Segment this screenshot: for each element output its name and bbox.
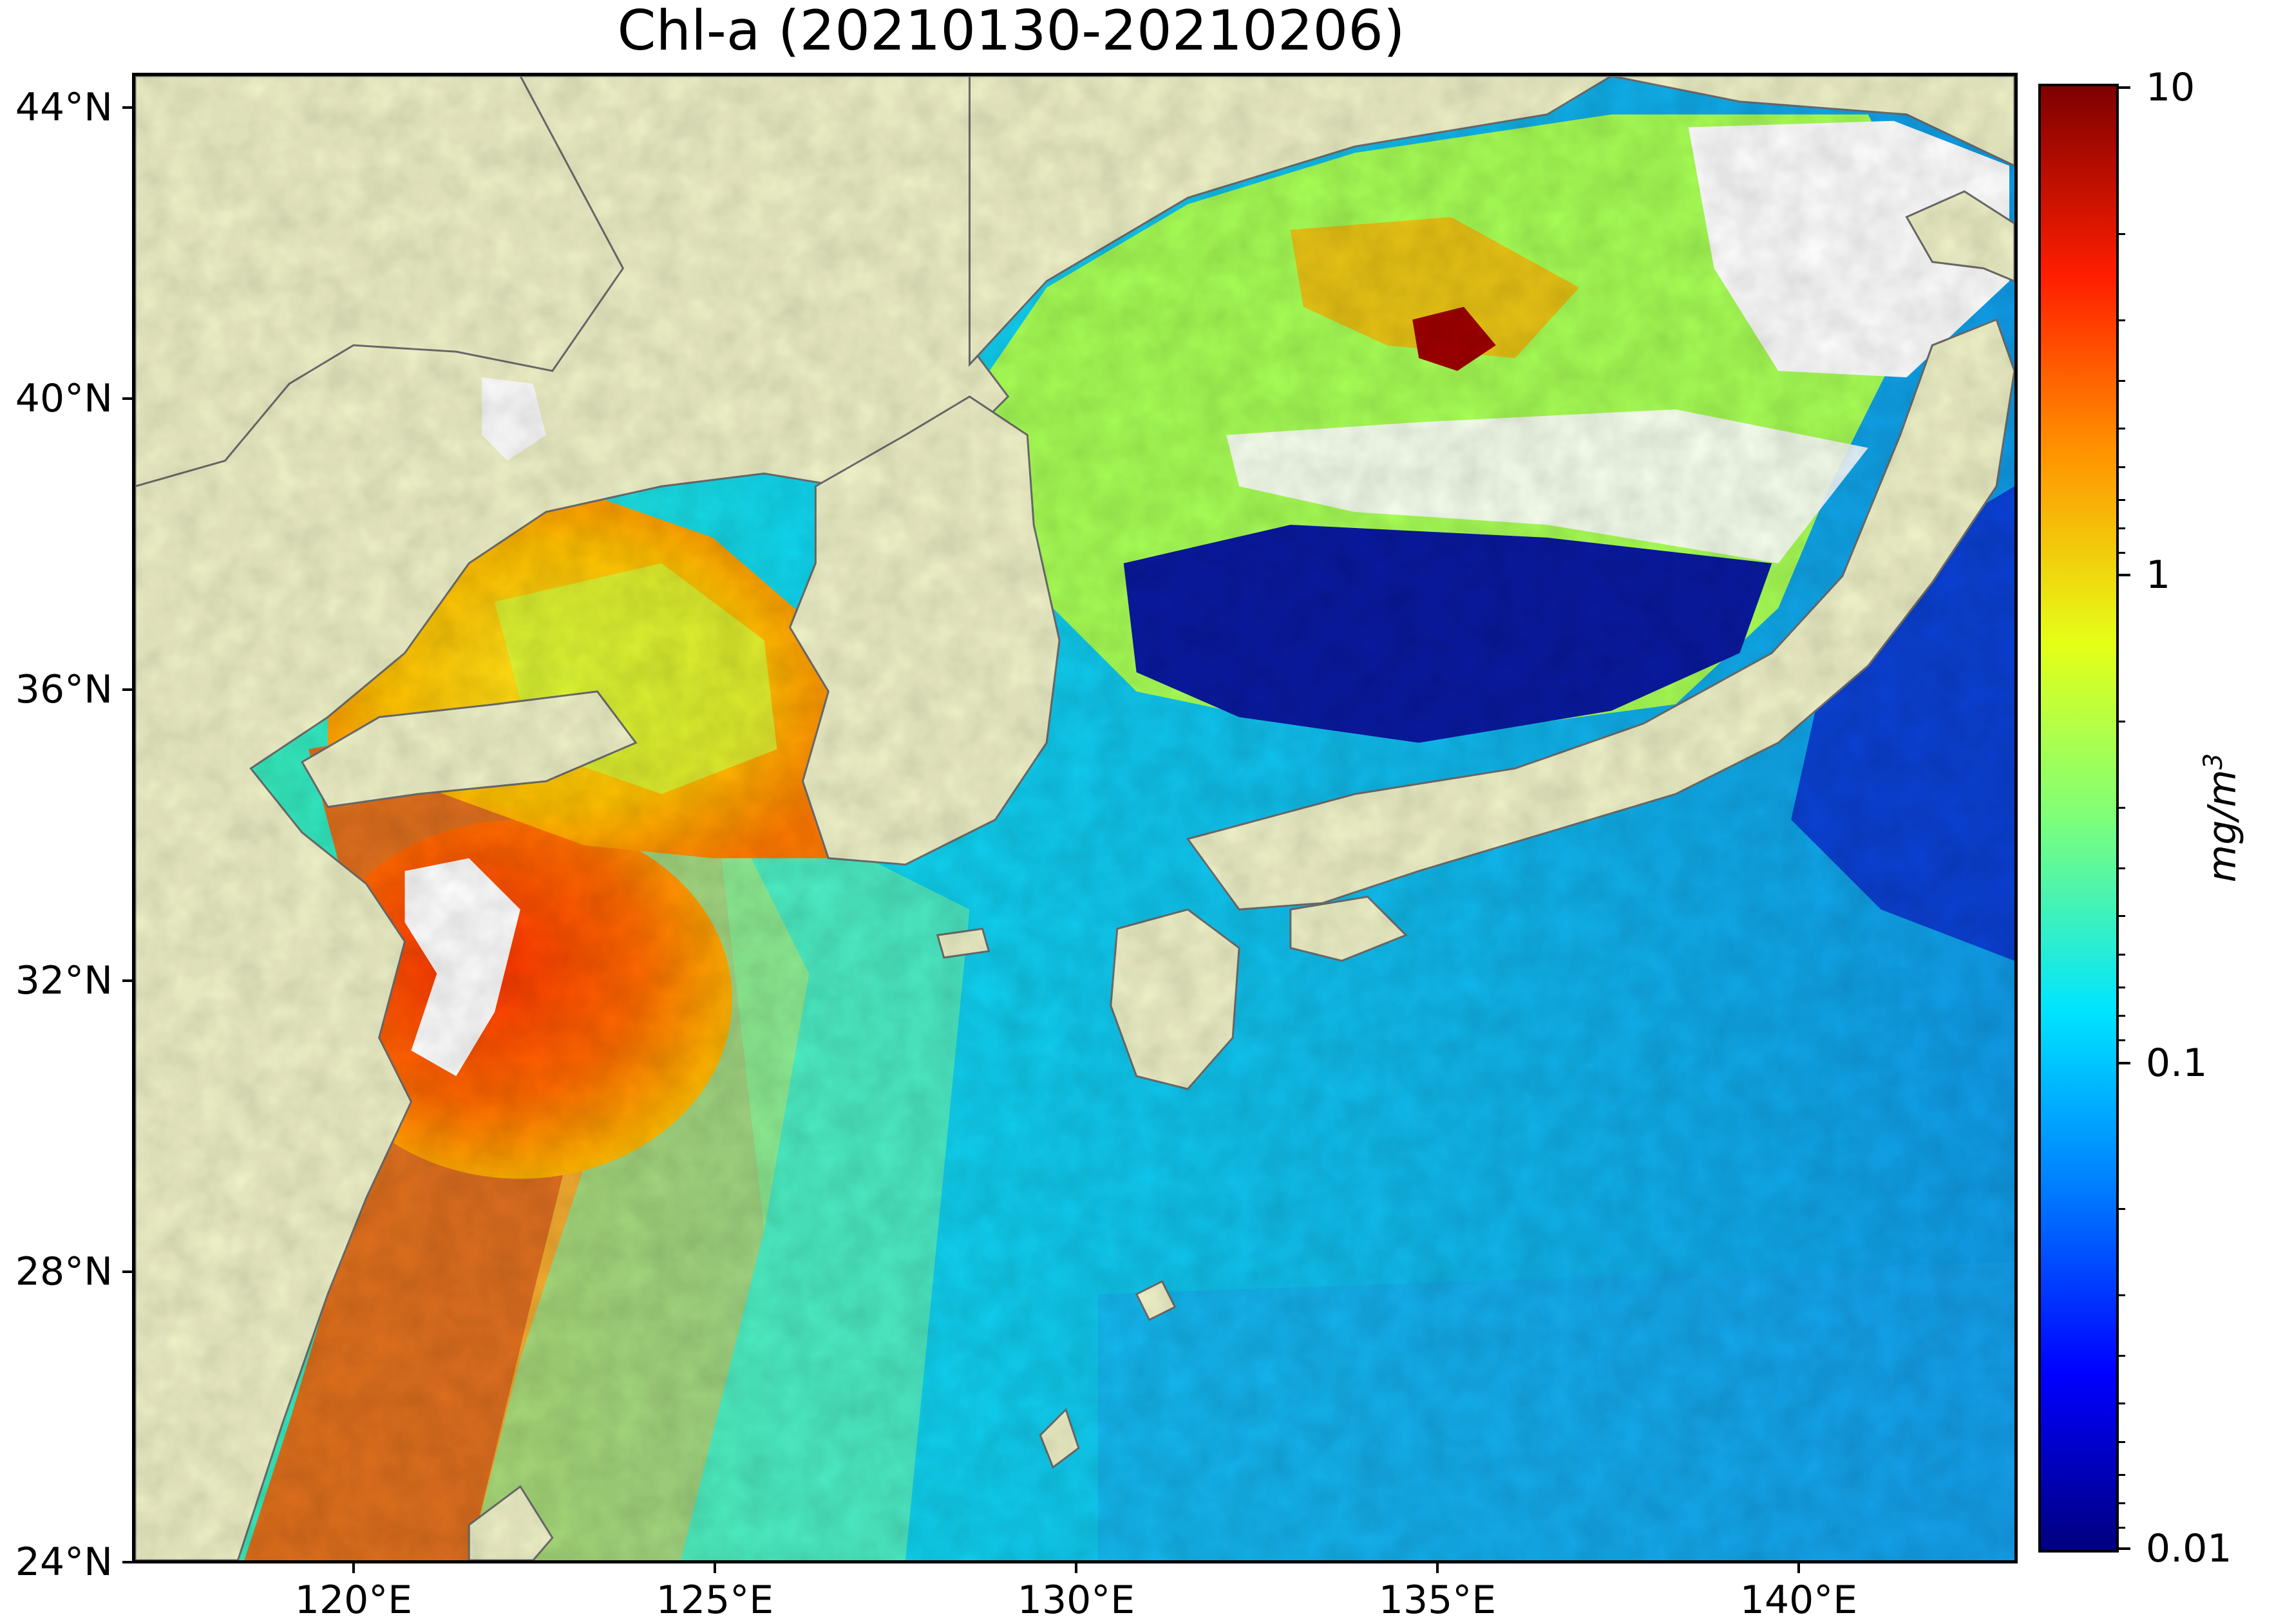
lat-tick-mark xyxy=(122,1270,132,1273)
lat-tick-label: 32°N xyxy=(15,958,113,1003)
lat-tick-label: 44°N xyxy=(15,85,113,130)
colorbar-tick-label: 10 xyxy=(2146,65,2195,110)
lat-tick-label: 24°N xyxy=(15,1540,113,1585)
lon-tick-label: 120°E xyxy=(294,1578,413,1623)
lon-tick-label: 140°E xyxy=(1739,1578,1858,1623)
colorbar-minor-tick xyxy=(2119,319,2125,321)
colorbar-minor-tick xyxy=(2119,1015,2125,1017)
colorbar xyxy=(2038,84,2119,1553)
lon-tick-mark xyxy=(1797,1563,1800,1573)
colorbar-minor-tick xyxy=(2119,552,2125,554)
lon-tick-mark xyxy=(1436,1563,1439,1573)
lon-tick-label: 130°E xyxy=(1017,1578,1135,1623)
colorbar-minor-tick xyxy=(2119,428,2125,430)
colorbar-major-tick xyxy=(2119,1062,2130,1064)
lon-tick-label: 135°E xyxy=(1378,1578,1497,1623)
lat-tick-mark xyxy=(122,1561,132,1563)
colorbar-minor-tick xyxy=(2119,1441,2125,1443)
colorbar-tick-label: 0.1 xyxy=(2146,1041,2208,1086)
lat-tick-label: 40°N xyxy=(15,376,113,421)
lon-tick-mark xyxy=(714,1563,716,1573)
colorbar-minor-tick xyxy=(2119,380,2125,382)
colorbar-major-tick xyxy=(2119,1547,2130,1550)
colorbar-minor-tick xyxy=(2119,1208,2125,1210)
colorbar-minor-tick xyxy=(2119,721,2125,722)
lat-tick-mark xyxy=(122,106,132,109)
colorbar-minor-tick xyxy=(2119,527,2125,529)
colorbar-minor-tick xyxy=(2119,1502,2125,1504)
colorbar-minor-tick xyxy=(2119,1527,2125,1529)
colorbar-minor-tick xyxy=(2119,1294,2125,1296)
lon-tick-label: 125°E xyxy=(656,1578,774,1623)
colorbar-minor-tick xyxy=(2119,1474,2125,1476)
lat-tick-mark xyxy=(122,979,132,982)
chlorophyll-map[interactable] xyxy=(132,73,2018,1563)
colorbar-minor-tick xyxy=(2119,915,2125,917)
lat-tick-mark xyxy=(122,397,132,400)
colorbar-minor-tick xyxy=(2119,1039,2125,1041)
colorbar-unit-label: mg/m3 xyxy=(2199,753,2245,883)
lon-tick-mark xyxy=(1075,1563,1077,1573)
colorbar-minor-tick xyxy=(2119,954,2125,956)
texture-overlay xyxy=(135,76,2014,1560)
unit-base: mg/m xyxy=(2200,770,2245,883)
colorbar-major-tick xyxy=(2119,574,2130,576)
colorbar-minor-tick xyxy=(2119,499,2125,501)
lat-tick-label: 28°N xyxy=(15,1249,113,1294)
colorbar-tick-label: 1 xyxy=(2146,552,2171,598)
map-title: Chl-a (20210130-20210206) xyxy=(617,0,1405,63)
colorbar-minor-tick xyxy=(2119,1355,2125,1357)
colorbar-minor-tick xyxy=(2119,867,2125,869)
colorbar-minor-tick xyxy=(2119,1402,2125,1404)
lat-tick-label: 36°N xyxy=(15,667,113,712)
colorbar-minor-tick xyxy=(2119,466,2125,468)
colorbar-minor-tick xyxy=(2119,807,2125,809)
map-canvas xyxy=(135,76,2014,1560)
colorbar-minor-tick xyxy=(2119,233,2125,235)
colorbar-tick-label: 0.01 xyxy=(2146,1526,2232,1571)
unit-superscript: 3 xyxy=(2199,753,2228,770)
lon-tick-mark xyxy=(352,1563,355,1573)
colorbar-minor-tick xyxy=(2119,987,2125,988)
colorbar-major-tick xyxy=(2119,86,2130,89)
lat-tick-mark xyxy=(122,688,132,691)
